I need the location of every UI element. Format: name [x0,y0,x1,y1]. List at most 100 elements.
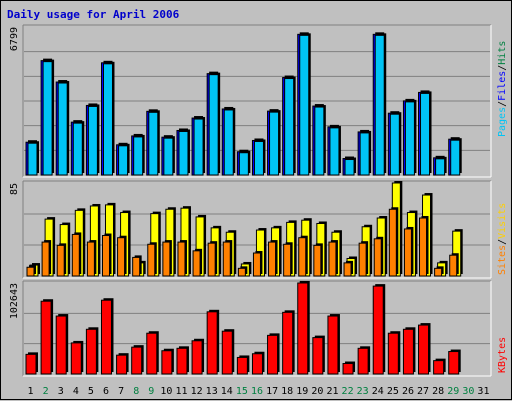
legend-middle-part: Visits [497,203,508,239]
kbytes-bar [146,332,158,375]
sites-bar [298,237,307,277]
kbytes-bar [433,360,445,375]
hits-bar [359,132,370,176]
sites-bar [449,254,458,277]
hits-bar [223,109,234,176]
day-label: 19 [296,386,308,397]
kbytes-bar [206,311,218,375]
day-label: 21 [326,386,338,397]
sites-bar [207,242,216,277]
day-label: 4 [73,386,79,397]
kbytes-bar [221,330,233,375]
legend-top-part: Hits [497,41,508,65]
legend-bottom-part: KBytes [497,337,508,373]
day-label: 28 [432,386,444,397]
sites-bar [41,241,50,277]
hits-bar [193,118,204,176]
hits-bar [87,105,98,176]
sites-bar [237,267,246,277]
day-label: 18 [281,386,293,397]
kbytes-bar [372,285,384,375]
hits-bar [374,34,385,176]
hits-bar [118,145,129,176]
kbytes-bar [116,354,128,375]
sites-bar [26,266,35,277]
legend-top: Pages/Files/Hits [497,41,508,137]
legend-top-part: / [497,101,508,107]
hits-bar [208,74,219,176]
hits-bar [178,130,189,176]
hits-bar [314,106,325,176]
kbytes-bar [297,282,309,375]
legend-top-part: / [497,65,508,71]
kbytes-bar [131,346,143,375]
hits-bar [148,111,159,176]
sites-bar [147,243,156,277]
day-label: 3 [58,386,64,397]
hits-bar [420,92,431,176]
day-label: 1 [28,386,34,397]
sites-bar [373,238,382,277]
kbytes-bar [85,328,97,375]
day-label: 6 [103,386,109,397]
day-label: 22 [342,386,354,397]
kbytes-bar [161,350,173,375]
day-label: 29 [447,386,459,397]
kbytes-bar [312,337,324,375]
hits-bar [102,63,113,176]
kbytes-bar [357,347,369,375]
day-label: 23 [357,386,369,397]
kbytes-bar [100,299,112,375]
kbytes-bar [55,315,67,375]
kbytes-bar [448,351,460,375]
kbytes-bar [267,334,279,375]
y-axis-max-label-bottom: 102643 [9,283,20,319]
hits-bar [344,159,355,176]
day-label: 14 [221,386,233,397]
hits-bar [238,152,249,176]
day-label: 11 [175,386,187,397]
kbytes-bar [70,342,82,375]
sites-bar [132,256,141,277]
hits-bar [133,136,144,176]
sites-bar [56,244,65,277]
sites-bar [434,267,443,277]
kbytes-bar [342,363,354,375]
sites-bar [343,262,352,277]
sites-bar [328,241,337,277]
hits-bar [27,142,38,176]
hits-bar [253,140,264,176]
sites-bar [71,233,80,277]
day-label: 2 [43,386,49,397]
legend-middle-part: / [497,239,508,245]
sites-bar [283,243,292,277]
kbytes-bar [236,356,248,375]
day-label: 10 [160,386,172,397]
day-label: 26 [402,386,414,397]
sites-bar [222,241,231,277]
day-label: 13 [206,386,218,397]
hits-bar [57,82,68,176]
hits-bar [450,139,461,176]
kbytes-bar [25,353,37,375]
kbytes-bar [251,353,263,375]
kbytes-bar [191,340,203,375]
hits-bar [269,111,280,176]
day-label: 7 [118,386,124,397]
kbytes-bar [282,311,294,375]
sites-bar [101,235,110,277]
hits-bar [42,61,53,176]
kbytes-bar [402,328,414,375]
day-label: 16 [251,386,263,397]
day-label: 24 [372,386,384,397]
legend-top-part: Pages [497,107,508,137]
legend-bottom: KBytes [497,337,508,373]
sites-bar [192,250,201,277]
day-label: 31 [477,386,489,397]
kbytes-bar [387,332,399,375]
hits-bar [435,158,446,176]
y-axis-max-label-top: 6799 [9,27,20,51]
day-label: 9 [148,386,154,397]
